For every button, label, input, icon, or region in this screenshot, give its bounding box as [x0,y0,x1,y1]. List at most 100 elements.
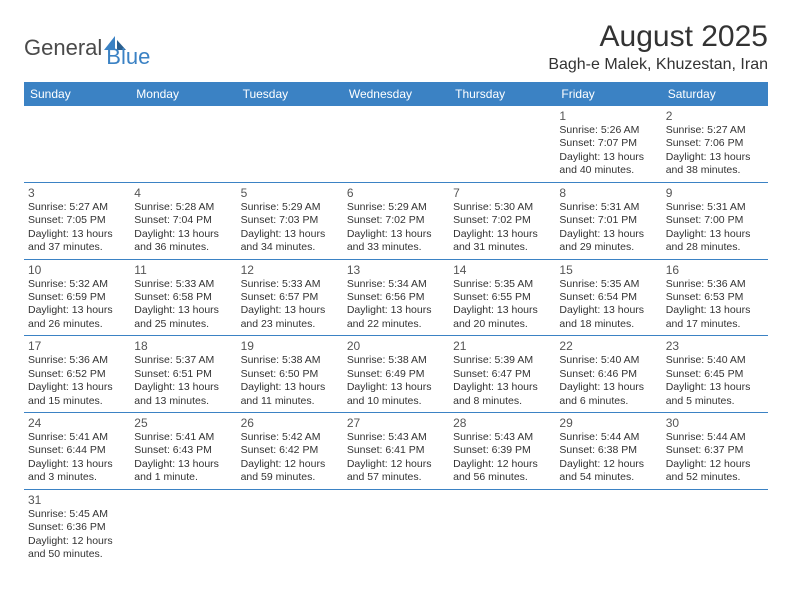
daylight: Daylight: 13 hours and 10 minutes. [347,381,445,408]
day-info: Sunrise: 5:45 AMSunset: 6:36 PMDaylight:… [28,508,126,562]
day-number: 23 [666,339,764,353]
daylight: Daylight: 13 hours and 13 minutes. [134,381,232,408]
day-info: Sunrise: 5:43 AMSunset: 6:39 PMDaylight:… [453,431,551,485]
sunset: Sunset: 7:02 PM [453,214,551,227]
sunrise: Sunrise: 5:39 AM [453,354,551,367]
sunrise: Sunrise: 5:43 AM [453,431,551,444]
daylight: Daylight: 13 hours and 20 minutes. [453,304,551,331]
day-cell: 20Sunrise: 5:38 AMSunset: 6:49 PMDayligh… [343,336,449,413]
daylight: Daylight: 13 hours and 8 minutes. [453,381,551,408]
day-header: Tuesday [237,82,343,106]
day-info: Sunrise: 5:39 AMSunset: 6:47 PMDaylight:… [453,354,551,408]
day-header: Saturday [662,82,768,106]
daylight: Daylight: 13 hours and 28 minutes. [666,228,764,255]
sunset: Sunset: 6:58 PM [134,291,232,304]
sunset: Sunset: 6:49 PM [347,368,445,381]
sunrise: Sunrise: 5:35 AM [559,278,657,291]
sunset: Sunset: 6:59 PM [28,291,126,304]
day-cell: 25Sunrise: 5:41 AMSunset: 6:43 PMDayligh… [130,413,236,490]
day-info: Sunrise: 5:41 AMSunset: 6:43 PMDaylight:… [134,431,232,485]
sunrise: Sunrise: 5:44 AM [559,431,657,444]
sunrise: Sunrise: 5:26 AM [559,124,657,137]
day-info: Sunrise: 5:32 AMSunset: 6:59 PMDaylight:… [28,278,126,332]
day-number: 13 [347,263,445,277]
day-info: Sunrise: 5:38 AMSunset: 6:50 PMDaylight:… [241,354,339,408]
sunset: Sunset: 7:01 PM [559,214,657,227]
daylight: Daylight: 13 hours and 18 minutes. [559,304,657,331]
daylight: Daylight: 13 hours and 25 minutes. [134,304,232,331]
empty-cell [343,106,449,182]
table-row: 10Sunrise: 5:32 AMSunset: 6:59 PMDayligh… [24,259,768,336]
day-info: Sunrise: 5:27 AMSunset: 7:05 PMDaylight:… [28,201,126,255]
day-number: 9 [666,186,764,200]
day-cell: 5Sunrise: 5:29 AMSunset: 7:03 PMDaylight… [237,182,343,259]
day-cell: 23Sunrise: 5:40 AMSunset: 6:45 PMDayligh… [662,336,768,413]
day-cell: 6Sunrise: 5:29 AMSunset: 7:02 PMDaylight… [343,182,449,259]
day-cell: 3Sunrise: 5:27 AMSunset: 7:05 PMDaylight… [24,182,130,259]
logo-blue: Blue [106,44,150,70]
sunset: Sunset: 6:37 PM [666,444,764,457]
day-header: Sunday [24,82,130,106]
sunset: Sunset: 6:41 PM [347,444,445,457]
empty-cell [449,489,555,565]
day-number: 3 [28,186,126,200]
day-info: Sunrise: 5:40 AMSunset: 6:45 PMDaylight:… [666,354,764,408]
sunset: Sunset: 7:07 PM [559,137,657,150]
day-info: Sunrise: 5:31 AMSunset: 7:01 PMDaylight:… [559,201,657,255]
day-info: Sunrise: 5:40 AMSunset: 6:46 PMDaylight:… [559,354,657,408]
day-number: 30 [666,416,764,430]
sunrise: Sunrise: 5:27 AM [28,201,126,214]
daylight: Daylight: 12 hours and 56 minutes. [453,458,551,485]
day-number: 17 [28,339,126,353]
day-cell: 7Sunrise: 5:30 AMSunset: 7:02 PMDaylight… [449,182,555,259]
sunrise: Sunrise: 5:38 AM [241,354,339,367]
day-number: 31 [28,493,126,507]
sunrise: Sunrise: 5:29 AM [241,201,339,214]
day-number: 15 [559,263,657,277]
sunset: Sunset: 6:57 PM [241,291,339,304]
sunset: Sunset: 6:50 PM [241,368,339,381]
daylight: Daylight: 13 hours and 15 minutes. [28,381,126,408]
sunset: Sunset: 6:52 PM [28,368,126,381]
sunset: Sunset: 6:54 PM [559,291,657,304]
day-info: Sunrise: 5:33 AMSunset: 6:57 PMDaylight:… [241,278,339,332]
sunrise: Sunrise: 5:28 AM [134,201,232,214]
header: General Blue August 2025 Bagh-e Malek, K… [24,20,768,74]
day-cell: 16Sunrise: 5:36 AMSunset: 6:53 PMDayligh… [662,259,768,336]
sunrise: Sunrise: 5:40 AM [666,354,764,367]
daylight: Daylight: 13 hours and 38 minutes. [666,151,764,178]
day-number: 4 [134,186,232,200]
sunset: Sunset: 6:44 PM [28,444,126,457]
day-cell: 15Sunrise: 5:35 AMSunset: 6:54 PMDayligh… [555,259,661,336]
empty-cell [130,489,236,565]
sunrise: Sunrise: 5:31 AM [559,201,657,214]
day-info: Sunrise: 5:29 AMSunset: 7:02 PMDaylight:… [347,201,445,255]
sunrise: Sunrise: 5:37 AM [134,354,232,367]
daylight: Daylight: 13 hours and 34 minutes. [241,228,339,255]
day-info: Sunrise: 5:31 AMSunset: 7:00 PMDaylight:… [666,201,764,255]
day-info: Sunrise: 5:44 AMSunset: 6:37 PMDaylight:… [666,431,764,485]
day-number: 20 [347,339,445,353]
empty-cell [555,489,661,565]
day-info: Sunrise: 5:27 AMSunset: 7:06 PMDaylight:… [666,124,764,178]
day-cell: 17Sunrise: 5:36 AMSunset: 6:52 PMDayligh… [24,336,130,413]
sunset: Sunset: 6:53 PM [666,291,764,304]
day-info: Sunrise: 5:33 AMSunset: 6:58 PMDaylight:… [134,278,232,332]
sunset: Sunset: 6:39 PM [453,444,551,457]
daylight: Daylight: 12 hours and 50 minutes. [28,535,126,562]
day-info: Sunrise: 5:43 AMSunset: 6:41 PMDaylight:… [347,431,445,485]
sunrise: Sunrise: 5:41 AM [28,431,126,444]
day-info: Sunrise: 5:28 AMSunset: 7:04 PMDaylight:… [134,201,232,255]
sunset: Sunset: 6:42 PM [241,444,339,457]
daylight: Daylight: 13 hours and 5 minutes. [666,381,764,408]
empty-cell [343,489,449,565]
sunrise: Sunrise: 5:33 AM [134,278,232,291]
daylight: Daylight: 12 hours and 52 minutes. [666,458,764,485]
sunset: Sunset: 7:04 PM [134,214,232,227]
sunset: Sunset: 7:06 PM [666,137,764,150]
day-number: 26 [241,416,339,430]
daylight: Daylight: 13 hours and 31 minutes. [453,228,551,255]
day-info: Sunrise: 5:44 AMSunset: 6:38 PMDaylight:… [559,431,657,485]
empty-cell [237,106,343,182]
sunrise: Sunrise: 5:30 AM [453,201,551,214]
